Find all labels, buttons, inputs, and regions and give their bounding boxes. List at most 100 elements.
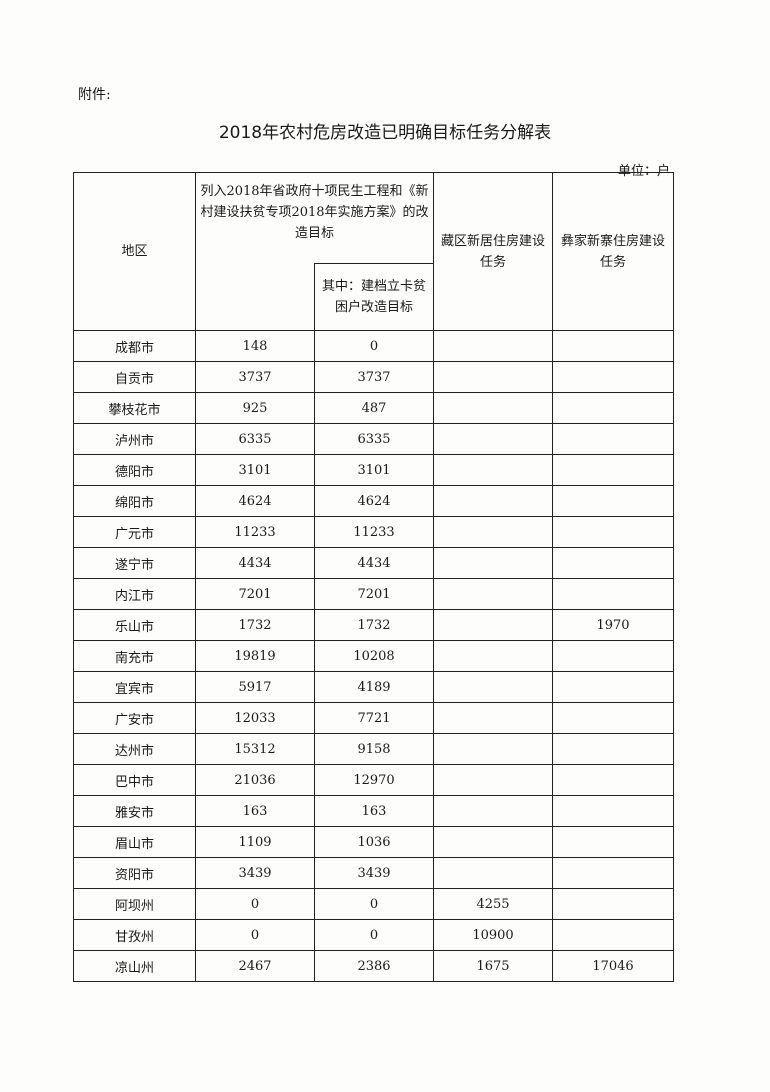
cell-target: 3439 xyxy=(195,857,315,889)
cell-poor: 0 xyxy=(313,888,435,920)
header-region: 地区 xyxy=(73,172,196,331)
cell-poor: 11233 xyxy=(313,516,435,548)
cell-region: 阿坝州 xyxy=(73,888,196,920)
cell-region: 资阳市 xyxy=(73,857,196,889)
table-row: 广元市 11233 11233 xyxy=(73,516,675,548)
cell-target: 3101 xyxy=(195,454,315,486)
cell-target: 19819 xyxy=(195,640,315,672)
document-title: 2018年农村危房改造已明确目标任务分解表 xyxy=(218,123,552,143)
cell-target: 12033 xyxy=(195,702,315,734)
cell-yi xyxy=(552,888,675,920)
cell-poor: 1732 xyxy=(313,609,435,641)
cell-yi: 17046 xyxy=(552,950,675,982)
cell-yi: 1970 xyxy=(552,609,675,641)
cell-poor: 0 xyxy=(313,919,435,951)
cell-tibetan xyxy=(433,454,554,486)
cell-poor: 1036 xyxy=(313,826,435,858)
cell-poor: 3439 xyxy=(313,857,435,889)
cell-poor: 4624 xyxy=(313,485,435,517)
cell-yi xyxy=(552,578,675,610)
cell-region: 甘孜州 xyxy=(73,919,196,951)
cell-region: 广安市 xyxy=(73,702,196,734)
cell-target: 2467 xyxy=(195,950,315,982)
cell-poor: 2386 xyxy=(313,950,435,982)
table-row: 宜宾市 5917 4189 xyxy=(73,671,675,703)
cell-tibetan xyxy=(433,361,554,393)
cell-yi xyxy=(552,857,675,889)
cell-region: 宜宾市 xyxy=(73,671,196,703)
cell-tibetan: 10900 xyxy=(433,919,554,951)
cell-target: 1732 xyxy=(195,609,315,641)
cell-region: 雅安市 xyxy=(73,795,196,827)
cell-poor: 0 xyxy=(313,330,435,362)
cell-region: 广元市 xyxy=(73,516,196,548)
table-row: 雅安市 163 163 xyxy=(73,795,675,827)
table-row: 攀枝花市 925 487 xyxy=(73,392,675,424)
table-row: 遂宁市 4434 4434 xyxy=(73,547,675,579)
cell-poor: 10208 xyxy=(313,640,435,672)
cell-region: 成都市 xyxy=(73,330,196,362)
cell-target: 0 xyxy=(195,919,315,951)
cell-tibetan xyxy=(433,392,554,424)
cell-region: 眉山市 xyxy=(73,826,196,858)
cell-poor: 12970 xyxy=(313,764,435,796)
cell-yi xyxy=(552,764,675,796)
cell-tibetan xyxy=(433,485,554,517)
cell-tibetan: 1675 xyxy=(433,950,554,982)
cell-yi xyxy=(552,423,675,455)
task-table: 地区 列入2018年省政府十项民生工程和《新村建设扶贫专项2018年实施方案》的… xyxy=(73,172,675,982)
cell-poor: 4189 xyxy=(313,671,435,703)
cell-region: 攀枝花市 xyxy=(73,392,196,424)
cell-yi xyxy=(552,640,675,672)
header-target: 列入2018年省政府十项民生工程和《新村建设扶贫专项2018年实施方案》的改造目… xyxy=(194,172,435,264)
table-row: 乐山市 1732 1732 1970 xyxy=(73,609,675,641)
table-row: 甘孜州 0 0 10900 xyxy=(73,919,675,951)
table-row: 泸州市 6335 6335 xyxy=(73,423,675,455)
cell-region: 内江市 xyxy=(73,578,196,610)
table-row: 眉山市 1109 1036 xyxy=(73,826,675,858)
cell-region: 绵阳市 xyxy=(73,485,196,517)
cell-yi xyxy=(552,671,675,703)
cell-poor: 487 xyxy=(313,392,435,424)
header-target-cont xyxy=(195,263,315,331)
cell-poor: 163 xyxy=(313,795,435,827)
cell-region: 达州市 xyxy=(73,733,196,765)
cell-region: 巴中市 xyxy=(73,764,196,796)
table-row: 巴中市 21036 12970 xyxy=(73,764,675,796)
cell-target: 148 xyxy=(195,330,315,362)
cell-target: 5917 xyxy=(195,671,315,703)
cell-yi xyxy=(552,392,675,424)
cell-poor: 9158 xyxy=(313,733,435,765)
header-poor-target: 其中：建档立卡贫困户改造目标 xyxy=(313,263,435,331)
cell-tibetan xyxy=(433,671,554,703)
table-row: 资阳市 3439 3439 xyxy=(73,857,675,889)
table-row: 广安市 12033 7721 xyxy=(73,702,675,734)
cell-tibetan xyxy=(433,516,554,548)
cell-poor: 7721 xyxy=(313,702,435,734)
cell-target: 4434 xyxy=(195,547,315,579)
cell-target: 163 xyxy=(195,795,315,827)
cell-tibetan xyxy=(433,640,554,672)
cell-yi xyxy=(552,547,675,579)
table-row: 内江市 7201 7201 xyxy=(73,578,675,610)
cell-target: 7201 xyxy=(195,578,315,610)
table-row: 南充市 19819 10208 xyxy=(73,640,675,672)
table-row: 德阳市 3101 3101 xyxy=(73,454,675,486)
cell-yi xyxy=(552,516,675,548)
table-row: 绵阳市 4624 4624 xyxy=(73,485,675,517)
cell-target: 3737 xyxy=(195,361,315,393)
cell-tibetan: 4255 xyxy=(433,888,554,920)
cell-poor: 3737 xyxy=(313,361,435,393)
cell-poor: 3101 xyxy=(313,454,435,486)
cell-region: 凉山州 xyxy=(73,950,196,982)
cell-target: 925 xyxy=(195,392,315,424)
cell-tibetan xyxy=(433,702,554,734)
cell-region: 自贡市 xyxy=(73,361,196,393)
table-row: 达州市 15312 9158 xyxy=(73,733,675,765)
table-row: 阿坝州 0 0 4255 xyxy=(73,888,675,920)
cell-tibetan xyxy=(433,795,554,827)
cell-tibetan xyxy=(433,547,554,579)
cell-yi xyxy=(552,454,675,486)
cell-yi xyxy=(552,702,675,734)
